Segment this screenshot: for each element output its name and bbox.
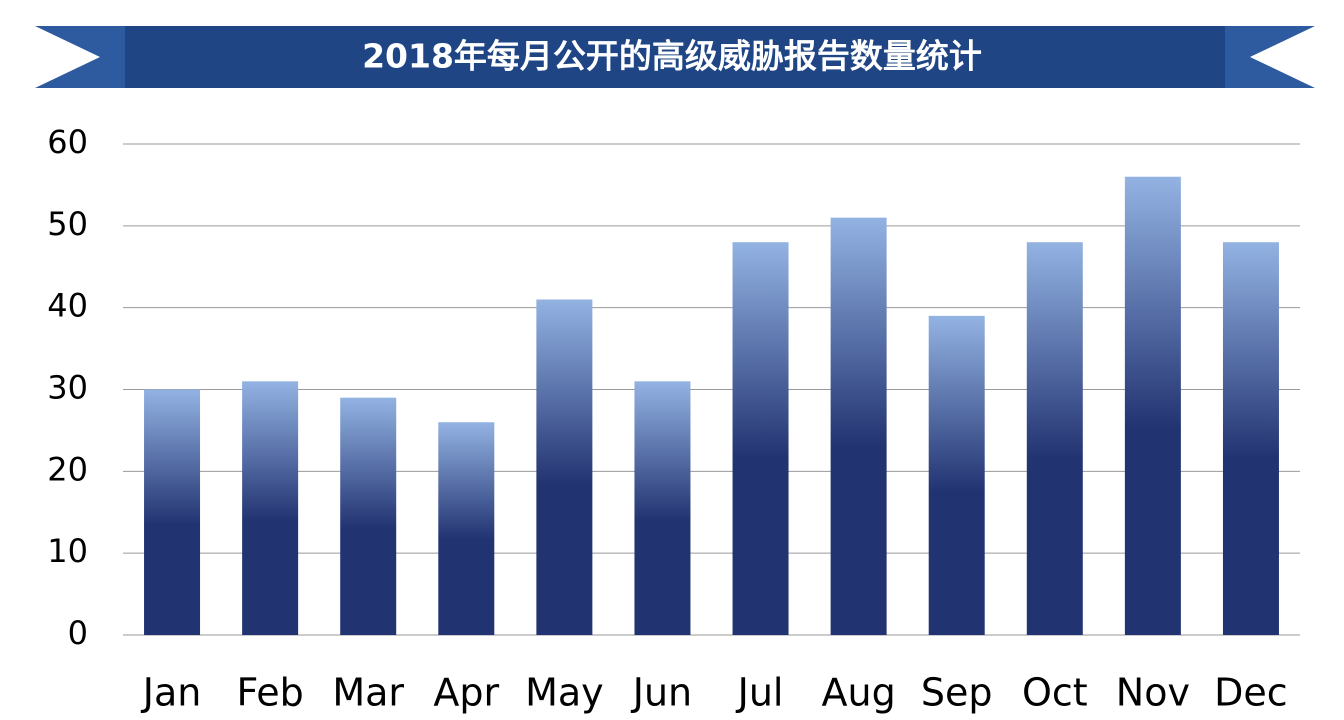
x-tick-label: Sep (921, 671, 993, 715)
x-tick-label: Dec (1214, 671, 1288, 715)
bar (634, 381, 691, 635)
x-tick-label: Jul (736, 671, 784, 715)
bar (1124, 176, 1181, 635)
bar (536, 299, 593, 635)
bar (438, 422, 495, 635)
x-tick-label: Apr (433, 671, 499, 715)
bar (928, 315, 985, 635)
y-tick-label: 40 (47, 287, 88, 325)
y-tick-label: 0 (68, 614, 88, 652)
x-tick-label: Aug (822, 671, 896, 715)
x-tick-label: Oct (1022, 671, 1088, 715)
chart-title: 2018年每月公开的高级威胁报告数量统计 (362, 37, 982, 76)
bar (732, 242, 789, 635)
y-tick-label: 30 (47, 369, 88, 407)
x-tick-label: Mar (332, 671, 404, 715)
bar (144, 389, 201, 635)
x-tick-label: Jun (631, 671, 692, 715)
bar (242, 381, 299, 635)
x-tick-label: Feb (236, 671, 303, 715)
y-tick-label: 20 (47, 450, 88, 488)
y-tick-label: 60 (47, 123, 88, 161)
title-banner (35, 26, 1315, 88)
y-tick-label: 10 (47, 532, 88, 570)
bar (830, 217, 887, 635)
bar (1222, 242, 1279, 635)
x-tick-label: Nov (1116, 671, 1190, 715)
x-tick-label: Jan (141, 671, 202, 715)
bar (1026, 242, 1083, 635)
bar (340, 397, 397, 635)
y-tick-label: 50 (47, 205, 88, 243)
x-tick-label: May (525, 671, 604, 715)
